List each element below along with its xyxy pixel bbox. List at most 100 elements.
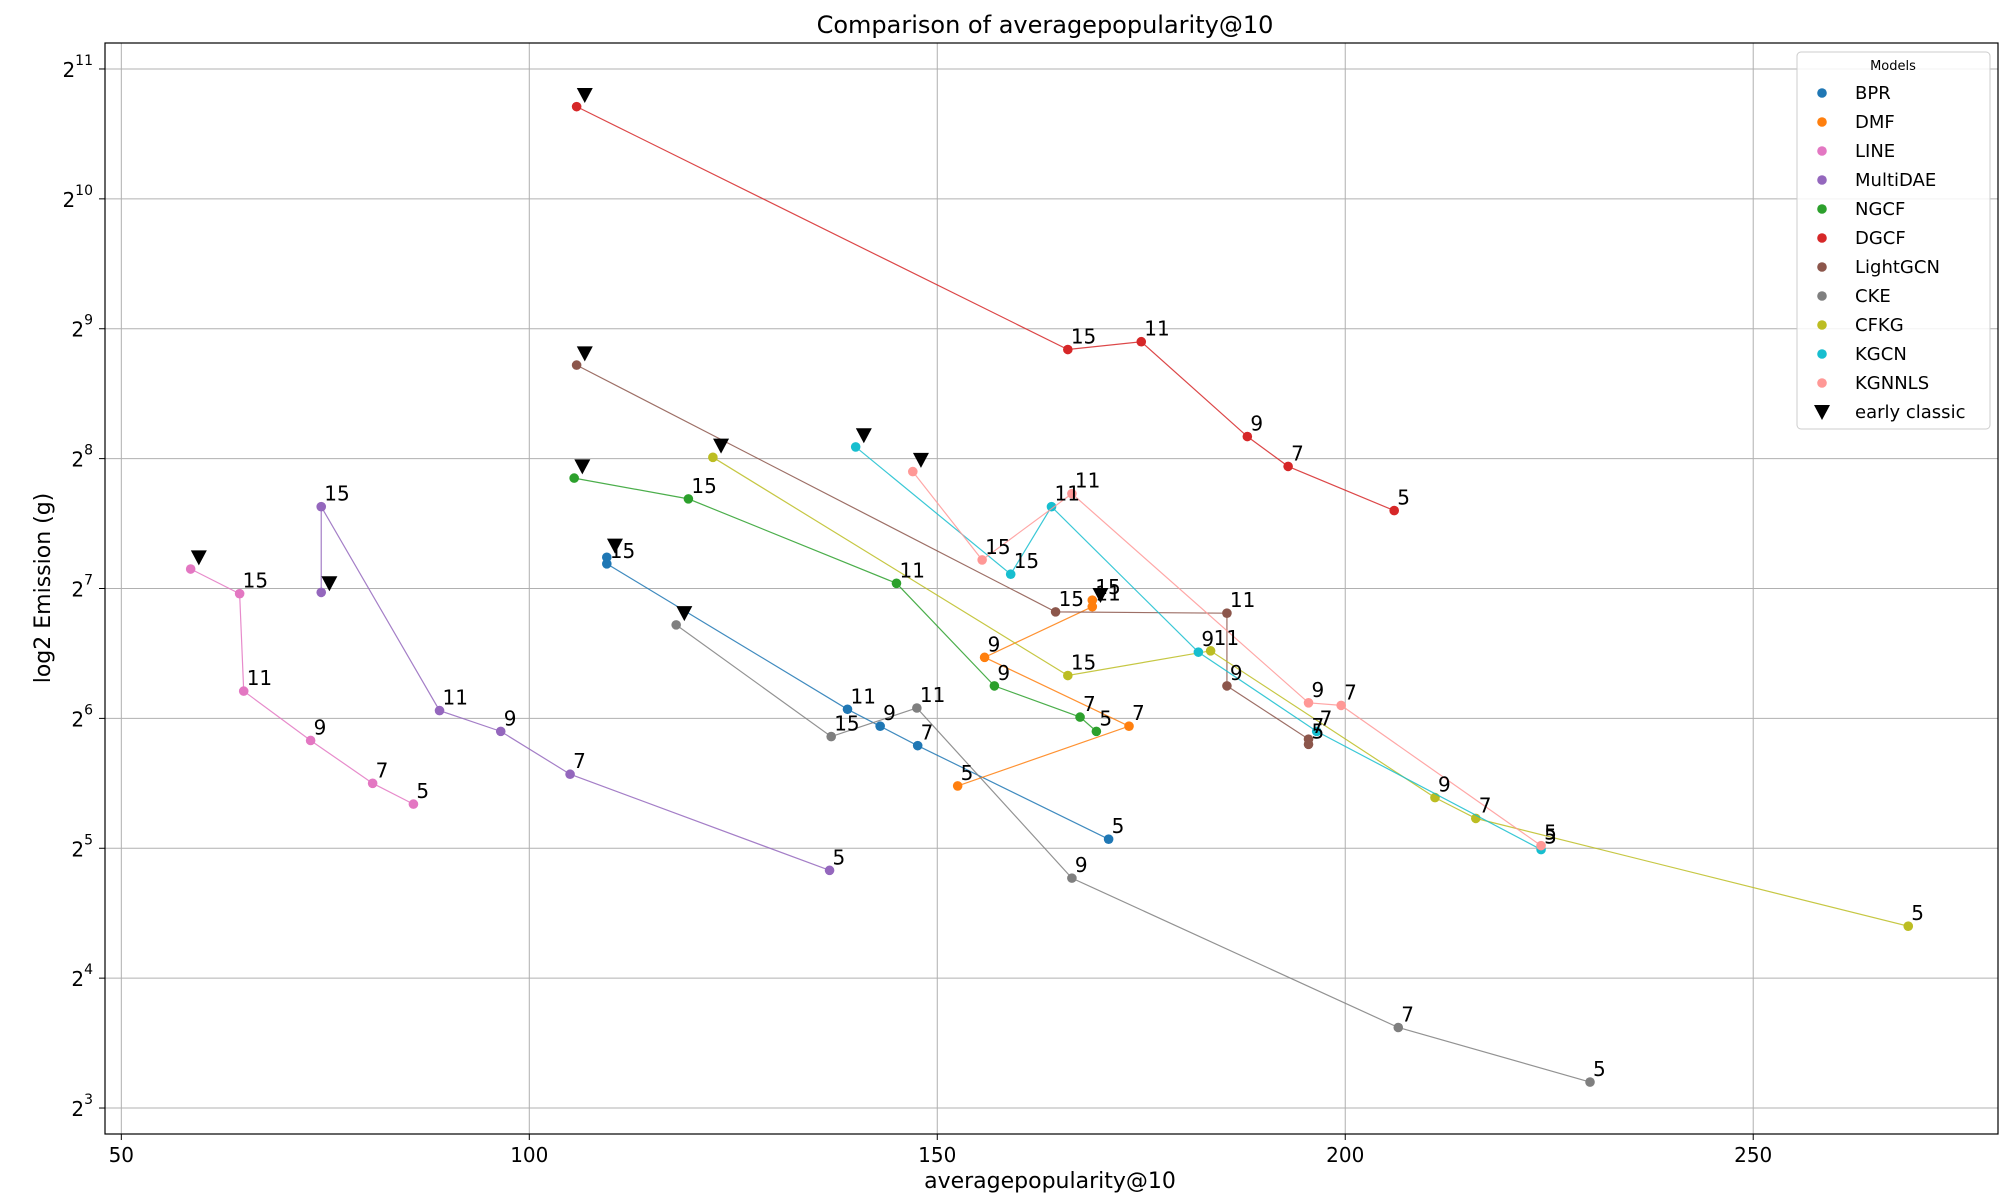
point-label: 5 [416,779,429,803]
point-label: 9 [1312,678,1325,702]
y-tick-label: 25 [71,832,93,861]
data-point [316,587,327,598]
data-point [977,555,987,565]
legend-marker [1817,88,1827,98]
point-label: 5 [1312,719,1325,743]
data-point [824,865,835,876]
legend-entry: DMF [1855,112,1895,133]
early-classic-marker [576,87,593,103]
point-label: 5 [1099,706,1112,730]
early-classic-marker [190,550,207,566]
point-label: 15 [324,482,349,506]
grid [105,43,1998,1134]
point-label: 9 [1230,661,1243,685]
legend-marker [1817,175,1827,185]
data-point [842,704,853,715]
legend-entry: BPR [1855,83,1891,104]
legend-marker [1817,117,1827,127]
y-tick-label: 29 [71,313,93,342]
data-point [1536,840,1546,851]
data-point [1193,647,1204,657]
data-point [1222,608,1232,618]
y-tick-base: 2 [71,967,84,991]
legend-marker [1817,378,1827,388]
data-point [1311,726,1322,737]
data-point [671,620,681,630]
point-label: 11 [247,666,272,690]
data-point [1063,670,1073,681]
data-point [850,442,861,452]
data-point [1393,1022,1404,1033]
legend-entry: KGCN [1855,344,1907,365]
data-point [1124,721,1134,731]
data-point [367,778,378,789]
legend-entry: LINE [1855,141,1895,162]
legend-entry: DGCF [1855,228,1906,249]
point-label: 5 [1593,1057,1606,1081]
y-tick-label: 26 [71,702,93,731]
point-label: 11 [1075,469,1100,493]
early-classic-marker [855,428,872,444]
early-classic-marker [912,452,929,468]
early-classic-marker [576,346,593,362]
data-point [569,473,579,483]
data-point [185,564,196,574]
y-tick-base: 2 [71,318,84,342]
point-label: 15 [691,474,716,498]
x-tick-label: 50 [109,1143,134,1167]
data-point [1283,461,1293,472]
data-point [989,681,1000,691]
y-tick-exponent: 4 [84,962,93,978]
series-line [576,106,1395,512]
early-classic-marker [713,438,730,454]
x-tick-label: 250 [1734,1143,1772,1167]
point-label: 15 [243,569,268,593]
series-ngcf [569,473,1102,737]
legend: Models BPR DMF LINE MultiDAE NGCF DGCF LightGC… [1796,51,1991,430]
y-tick-base: 2 [71,1097,84,1121]
series-line [574,477,1097,732]
point-label: 9 [314,715,327,739]
data-point [1005,569,1016,580]
data-point [1091,726,1102,737]
y-tick-base: 2 [62,58,75,82]
early-classic-markers [190,87,1109,622]
data-point [683,494,694,504]
y-tick-label: 24 [71,962,93,991]
y-tick-base: 2 [71,837,84,861]
point-label: 7 [1401,1002,1414,1026]
legend-entry: CKE [1855,286,1891,307]
legend-box [1796,51,1991,430]
point-label: 15 [985,535,1010,559]
point-label: 15 [1071,325,1096,349]
y-axis-title: log2 Emission (g) [31,493,56,684]
x-axis-ticks: 50 100 150 200 250 [109,1134,1772,1167]
data-point [826,731,836,742]
data-point [571,360,582,370]
series-line [320,504,830,871]
data-point [912,703,922,713]
data-point [305,735,316,746]
point-label: 15 [1014,549,1039,573]
data-point [1585,1077,1595,1087]
point-label: 11 [1214,626,1239,650]
data-point [1303,697,1314,708]
y-tick-exponent: 6 [84,702,93,718]
point-label: 11 [851,684,876,708]
legend-entry-early-classic: early classic [1855,402,1965,423]
point-label: 11 [1144,317,1169,341]
data-point [875,721,885,731]
series-kgcn [850,442,1546,855]
series-line [185,564,419,809]
point-label: 7 [1344,680,1357,704]
data-point [1222,681,1232,691]
x-axis-title: averagepopularity@10 [924,1169,1176,1194]
data-point [1242,431,1253,442]
data-point [912,740,923,751]
data-point [434,705,445,716]
point-label: 15 [834,712,859,736]
point-label: 11 [443,686,468,710]
early-classic-marker [606,538,623,554]
data-point [1075,712,1085,722]
